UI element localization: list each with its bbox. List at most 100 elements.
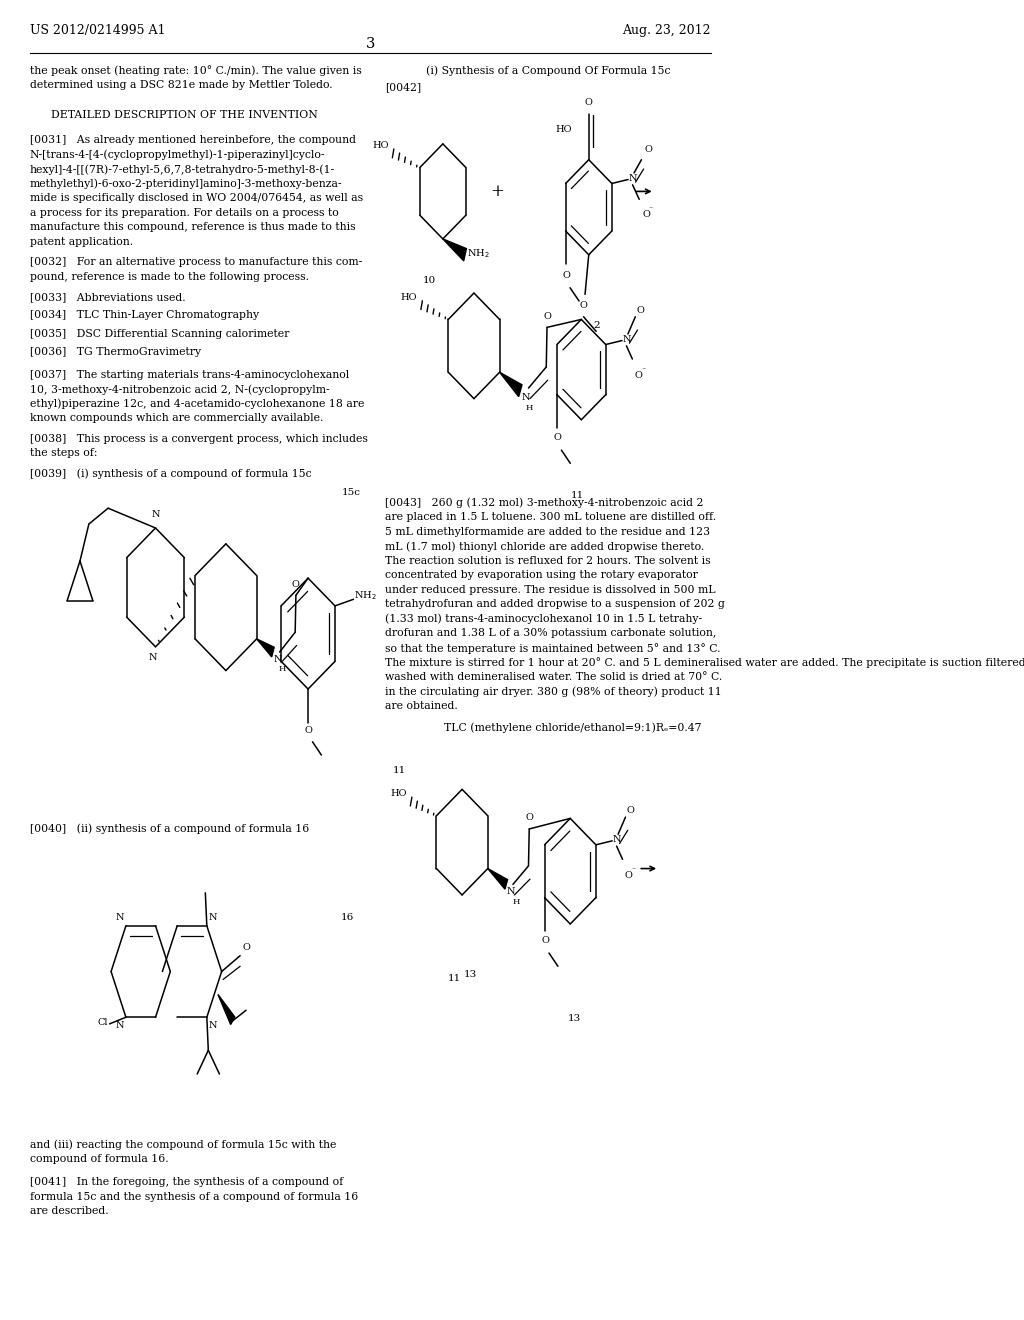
Text: N: N — [629, 174, 637, 182]
Text: TLC (methylene chloride/ethanol=9:1)Rₑ=0.47: TLC (methylene chloride/ethanol=9:1)Rₑ=0… — [444, 722, 701, 733]
Text: manufacture this compound, reference is thus made to this: manufacture this compound, reference is … — [30, 223, 355, 232]
Text: N: N — [507, 887, 515, 896]
Text: 10, 3-methoxy-4-nitrobenzoic acid 2, N-(cyclopropylm-: 10, 3-methoxy-4-nitrobenzoic acid 2, N-(… — [30, 384, 330, 395]
Text: [0037]   The starting materials trans-4-aminocyclohexanol: [0037] The starting materials trans-4-am… — [30, 370, 349, 380]
Text: ⁻: ⁻ — [632, 867, 636, 875]
Text: HO: HO — [555, 125, 571, 133]
Text: O: O — [580, 301, 588, 310]
Text: 13: 13 — [567, 1014, 581, 1023]
Text: O: O — [554, 433, 561, 442]
Text: [0039]   (i) synthesis of a compound of formula 15c: [0039] (i) synthesis of a compound of fo… — [30, 469, 311, 479]
Text: 3: 3 — [366, 37, 375, 51]
Text: 11: 11 — [392, 766, 406, 775]
Text: known compounds which are commercially available.: known compounds which are commercially a… — [30, 413, 323, 424]
Text: O: O — [644, 145, 652, 153]
Text: [0033]   Abbreviations used.: [0033] Abbreviations used. — [30, 292, 185, 302]
Text: mL (1.7 mol) thionyl chloride are added dropwise thereto.: mL (1.7 mol) thionyl chloride are added … — [385, 541, 705, 552]
Text: and (iii) reacting the compound of formula 15c with the: and (iii) reacting the compound of formu… — [30, 1139, 336, 1150]
Text: the peak onset (heating rate: 10° C./min). The value given is: the peak onset (heating rate: 10° C./min… — [30, 65, 361, 77]
Text: drofuran and 1.38 L of a 30% potassium carbonate solution,: drofuran and 1.38 L of a 30% potassium c… — [385, 628, 717, 639]
Text: H: H — [525, 404, 532, 412]
Text: (1.33 mol) trans-4-aminocyclohexanol 10 in 1.5 L tetrahy-: (1.33 mol) trans-4-aminocyclohexanol 10 … — [385, 614, 702, 624]
Text: The reaction solution is refluxed for 2 hours. The solvent is: The reaction solution is refluxed for 2 … — [385, 556, 711, 566]
Text: O: O — [542, 936, 549, 945]
Text: [0042]: [0042] — [385, 82, 421, 92]
Text: N-[trans-4-[4-(cyclopropylmethyl)-1-piperazinyl]cyclo-: N-[trans-4-[4-(cyclopropylmethyl)-1-pipe… — [30, 150, 326, 161]
Text: compound of formula 16.: compound of formula 16. — [30, 1154, 168, 1164]
Text: formula 15c and the synthesis of a compound of formula 16: formula 15c and the synthesis of a compo… — [30, 1192, 357, 1203]
Text: 15c: 15c — [342, 488, 361, 498]
Text: are described.: are described. — [30, 1206, 109, 1217]
Text: [0036]   TG ThermoGravimetry: [0036] TG ThermoGravimetry — [30, 347, 201, 358]
Text: H: H — [512, 898, 519, 906]
Text: HO: HO — [372, 141, 389, 149]
Text: hexyl]-4-[[(7R)-7-ethyl-5,6,7,8-tetrahydro-5-methyl-8-(1-: hexyl]-4-[[(7R)-7-ethyl-5,6,7,8-tetrahyd… — [30, 165, 335, 176]
Text: HO: HO — [400, 293, 417, 301]
Polygon shape — [500, 372, 522, 396]
Text: NH$_2$: NH$_2$ — [467, 247, 489, 260]
Text: O: O — [642, 210, 650, 219]
Text: 5 mL dimethylformamide are added to the residue and 123: 5 mL dimethylformamide are added to the … — [385, 527, 711, 537]
Text: O: O — [305, 726, 312, 735]
Text: tetrahydrofuran and added dropwise to a suspension of 202 g: tetrahydrofuran and added dropwise to a … — [385, 599, 725, 610]
Text: patent application.: patent application. — [30, 238, 133, 247]
Text: O: O — [525, 813, 534, 822]
Text: [0034]   TLC Thin-Layer Chromatography: [0034] TLC Thin-Layer Chromatography — [30, 310, 259, 321]
Text: 11: 11 — [571, 491, 585, 500]
Text: N: N — [115, 1022, 124, 1030]
Text: 10: 10 — [423, 276, 436, 285]
Text: H: H — [279, 665, 287, 673]
Text: [0041]   In the foregoing, the synthesis of a compound of: [0041] In the foregoing, the synthesis o… — [30, 1177, 343, 1188]
Text: ethyl)piperazine 12c, and 4-acetamido-cyclohexanone 18 are: ethyl)piperazine 12c, and 4-acetamido-cy… — [30, 399, 364, 409]
Text: pound, reference is made to the following process.: pound, reference is made to the followin… — [30, 272, 308, 282]
Text: 2: 2 — [593, 321, 599, 330]
Text: (i) Synthesis of a Compound Of Formula 15c: (i) Synthesis of a Compound Of Formula 1… — [426, 65, 671, 77]
Text: [0032]   For an alternative process to manufacture this com-: [0032] For an alternative process to man… — [30, 257, 361, 268]
Text: N: N — [613, 836, 622, 843]
Polygon shape — [442, 239, 467, 261]
Text: concentrated by evaporation using the rotary evaporator: concentrated by evaporation using the ro… — [385, 570, 698, 581]
Text: 13: 13 — [464, 970, 477, 979]
Text: N: N — [115, 913, 124, 921]
Text: Aug. 23, 2012: Aug. 23, 2012 — [623, 24, 711, 37]
Text: The mixture is stirred for 1 hour at 20° C. and 5 L demineralised water are adde: The mixture is stirred for 1 hour at 20°… — [385, 657, 1024, 668]
Text: NH$_2$: NH$_2$ — [354, 589, 377, 602]
Text: in the circulating air dryer. 380 g (98% of theory) product 11: in the circulating air dryer. 380 g (98%… — [385, 686, 722, 697]
Text: O: O — [584, 98, 592, 107]
Text: Cl: Cl — [97, 1018, 109, 1027]
Text: 16: 16 — [341, 913, 354, 923]
Text: ⁻: ⁻ — [649, 206, 653, 214]
Text: O: O — [562, 271, 570, 280]
Text: N: N — [208, 913, 217, 921]
Text: methylethyl)-6-oxo-2-pteridinyl]amino]-3-methoxy-benza-: methylethyl)-6-oxo-2-pteridinyl]amino]-3… — [30, 178, 342, 190]
Polygon shape — [218, 994, 234, 1024]
Text: [0035]   DSC Differential Scanning calorimeter: [0035] DSC Differential Scanning calorim… — [30, 329, 289, 339]
Text: so that the temperature is maintained between 5° and 13° C.: so that the temperature is maintained be… — [385, 643, 721, 653]
Text: N: N — [273, 655, 283, 664]
Text: +: + — [490, 183, 505, 199]
Text: DETAILED DESCRIPTION OF THE INVENTION: DETAILED DESCRIPTION OF THE INVENTION — [30, 111, 317, 120]
Text: O: O — [292, 579, 300, 589]
Text: N: N — [152, 510, 160, 519]
Text: N: N — [521, 393, 529, 403]
Text: US 2012/0214995 A1: US 2012/0214995 A1 — [30, 24, 165, 37]
Text: ⁻: ⁻ — [641, 367, 645, 375]
Text: the steps of:: the steps of: — [30, 449, 97, 458]
Polygon shape — [257, 639, 274, 657]
Text: under reduced pressure. The residue is dissolved in 500 mL: under reduced pressure. The residue is d… — [385, 585, 716, 595]
Text: [0040]   (ii) synthesis of a compound of formula 16: [0040] (ii) synthesis of a compound of f… — [30, 824, 309, 834]
Text: [0038]   This process is a convergent process, which includes: [0038] This process is a convergent proc… — [30, 433, 368, 444]
Text: O: O — [627, 807, 635, 814]
Text: are placed in 1.5 L toluene. 300 mL toluene are distilled off.: are placed in 1.5 L toluene. 300 mL tolu… — [385, 512, 716, 523]
Polygon shape — [487, 869, 508, 890]
Text: are obtained.: are obtained. — [385, 701, 458, 711]
Text: [0043]   260 g (1.32 mol) 3-methoxy-4-nitrobenzoic acid 2: [0043] 260 g (1.32 mol) 3-methoxy-4-nitr… — [385, 498, 703, 508]
Text: 11: 11 — [449, 974, 462, 983]
Text: determined using a DSC 821e made by Mettler Toledo.: determined using a DSC 821e made by Mett… — [30, 79, 332, 90]
Text: washed with demineralised water. The solid is dried at 70° C.: washed with demineralised water. The sol… — [385, 672, 722, 682]
Text: O: O — [543, 312, 551, 321]
Text: N: N — [623, 335, 631, 343]
Text: a process for its preparation. For details on a process to: a process for its preparation. For detai… — [30, 207, 338, 218]
Text: O: O — [635, 371, 642, 380]
Text: N: N — [148, 653, 157, 663]
